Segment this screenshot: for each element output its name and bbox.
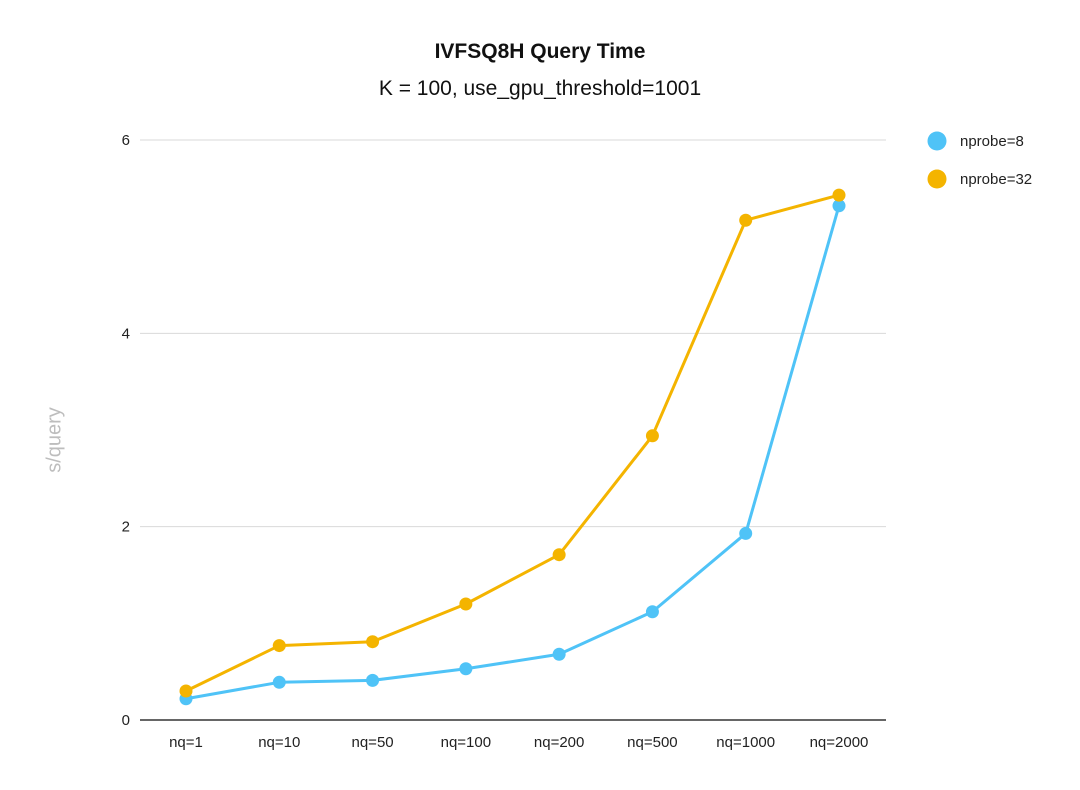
series-layer: [179, 188, 846, 706]
x-tick-label: nq=1000: [716, 734, 775, 751]
chart-subtitle: K = 100, use_gpu_threshold=1001: [378, 77, 702, 100]
data-point: [179, 684, 193, 698]
series-nprobe=32: [179, 188, 846, 698]
legend-swatch: [927, 169, 947, 189]
data-point: [459, 597, 473, 611]
x-tick-label: nq=50: [352, 734, 394, 751]
data-point: [366, 635, 380, 649]
axis-layer: 0 2 4 6 nq=1 nq=10 nq=50 nq=100 nq=200 nq=500 nq=1…: [122, 132, 886, 751]
data-point: [832, 199, 846, 213]
series-line: [185, 205, 841, 701]
data-point: [739, 526, 753, 540]
data-point: [366, 673, 380, 687]
data-point: [272, 639, 286, 653]
legend-item: nprobe=8: [927, 131, 1024, 151]
grid-layer: [140, 139, 886, 528]
x-tick-label: nq=200: [534, 734, 584, 751]
legend-label: nprobe=32: [960, 171, 1032, 188]
x-tick-label: nq=100: [441, 734, 491, 751]
y-tick-label: 6: [122, 132, 130, 149]
data-point: [739, 213, 753, 227]
data-point: [645, 429, 659, 443]
x-tick-label: nq=500: [627, 734, 677, 751]
legend: nprobe=8 nprobe=32: [927, 131, 1032, 189]
series-line: [185, 193, 840, 693]
data-point: [459, 662, 473, 676]
legend-swatch: [927, 131, 947, 151]
series-nprobe=8: [179, 199, 846, 706]
y-tick-label: 2: [122, 519, 130, 536]
y-tick-label: 0: [122, 712, 130, 729]
x-tick-label: nq=1: [169, 734, 203, 751]
data-point: [832, 188, 846, 202]
x-tick-label: nq=10: [258, 734, 300, 751]
y-tick-label: 4: [122, 325, 130, 342]
data-point: [552, 548, 566, 562]
legend-label: nprobe=8: [960, 133, 1024, 150]
legend-item: nprobe=32: [927, 169, 1032, 189]
data-point: [645, 605, 659, 619]
data-point: [552, 647, 566, 661]
x-tick-label: nq=2000: [810, 734, 869, 751]
chart-title: IVFSQ8H Query Time: [434, 40, 646, 63]
data-point: [272, 675, 286, 689]
